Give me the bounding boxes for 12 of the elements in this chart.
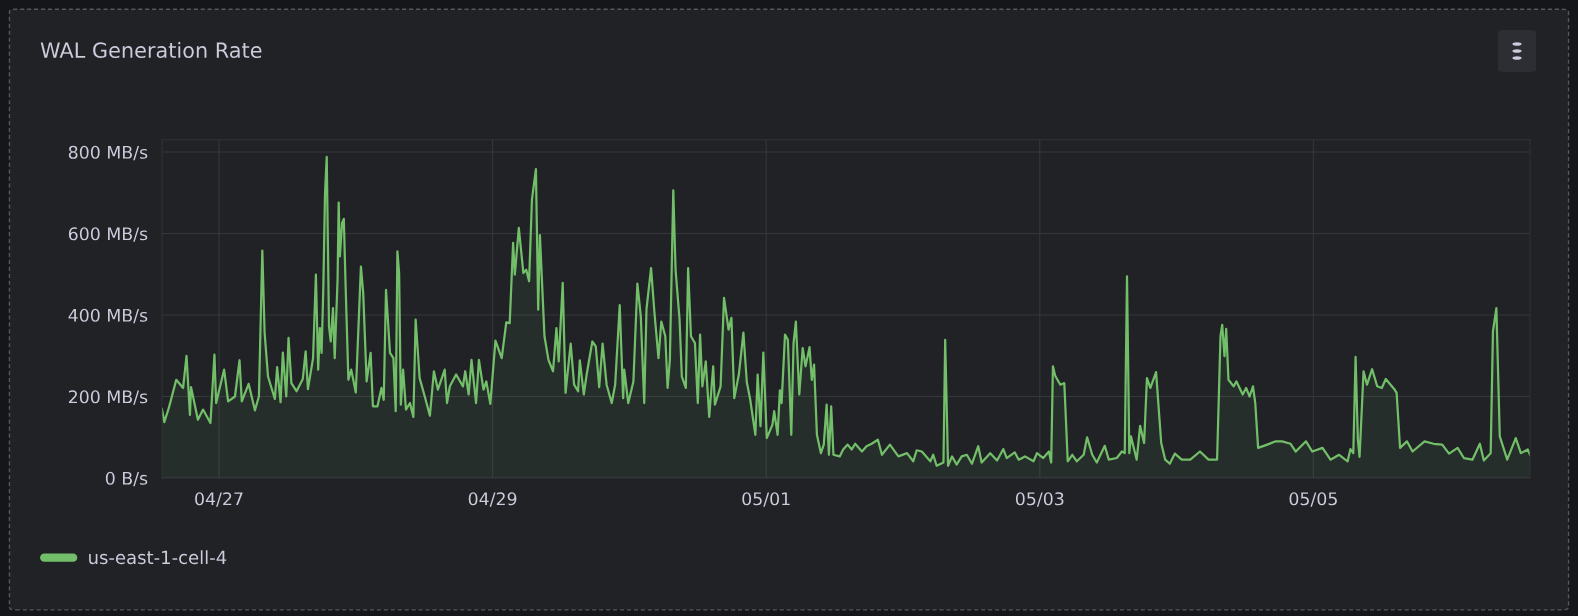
- x-tick-label: 04/27: [195, 492, 243, 507]
- x-tick-label: 05/05: [1289, 492, 1337, 507]
- y-tick-label: 0 B/s: [105, 471, 148, 487]
- x-tick-label: 05/03: [1015, 492, 1064, 507]
- y-tick-label: 400 MB/s: [68, 308, 148, 324]
- y-tick-label: 600 MB/s: [68, 227, 148, 242]
- chart-title: WAL Generation Rate: [40, 41, 262, 59]
- y-tick-label: 200 MB/s: [68, 390, 148, 405]
- legend-label: us-east-1-cell-4: [89, 550, 227, 565]
- y-tick-label: 800 MB/s: [68, 145, 148, 161]
- x-tick-label: 05/01: [742, 492, 790, 507]
- x-tick-label: 04/29: [468, 492, 517, 507]
